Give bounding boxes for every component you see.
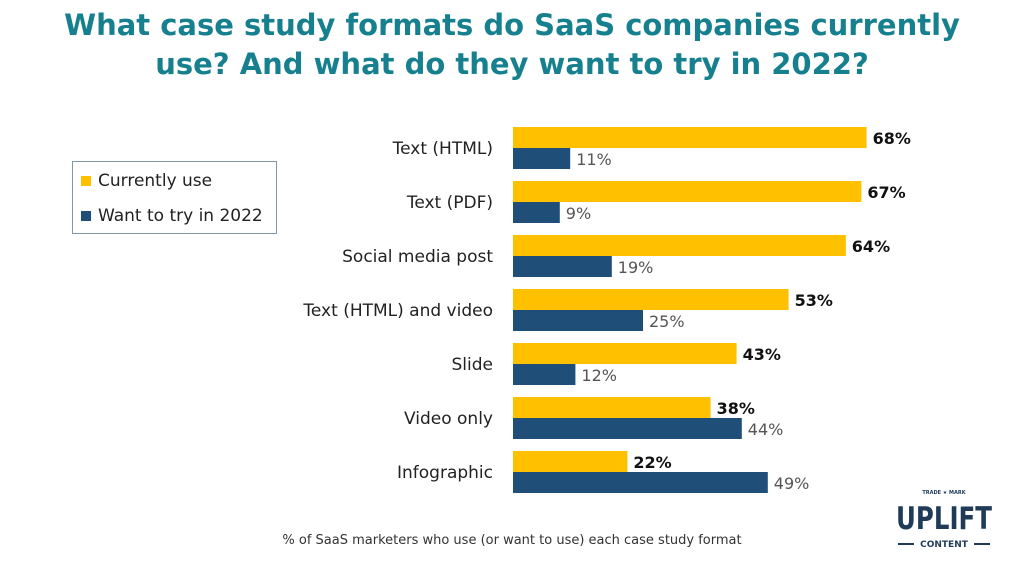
bar-want-to-try-text-html bbox=[513, 148, 571, 169]
chart-legend: Currently use Want to try in 2022 bbox=[72, 161, 277, 234]
category-label-text-html-and-video: Text (HTML) and video bbox=[302, 301, 493, 321]
value-label-currently-use-text-html: 68% bbox=[873, 129, 911, 148]
value-label-currently-use-text-html-and-video: 53% bbox=[795, 291, 833, 310]
category-label-slide: Slide bbox=[452, 355, 494, 375]
logo-sub-text: CONTENT bbox=[920, 540, 969, 550]
category-label-text-html: Text (HTML) bbox=[392, 139, 493, 159]
value-label-want-to-try-text-html-and-video: 25% bbox=[649, 312, 685, 331]
value-label-want-to-try-social-media-post: 19% bbox=[618, 258, 654, 277]
value-label-currently-use-infographic: 22% bbox=[633, 453, 671, 472]
legend-swatch-want-to-try bbox=[81, 211, 91, 221]
value-label-currently-use-video-only: 38% bbox=[717, 399, 755, 418]
category-label-video-only: Video only bbox=[404, 409, 493, 429]
bar-want-to-try-text-html-and-video bbox=[513, 310, 643, 331]
value-label-currently-use-slide: 43% bbox=[743, 345, 781, 364]
bar-want-to-try-slide bbox=[513, 364, 576, 385]
category-label-text-pdf: Text (PDF) bbox=[406, 193, 493, 213]
legend-item-want-to-try: Want to try in 2022 bbox=[81, 205, 263, 227]
bar-currently-use-slide bbox=[513, 343, 737, 364]
chart-title-line-1: What case study formats do SaaS companie… bbox=[64, 8, 960, 42]
bar-currently-use-text-html-and-video bbox=[513, 289, 789, 310]
value-label-currently-use-text-pdf: 67% bbox=[867, 183, 905, 202]
legend-label-currently-use: Currently use bbox=[98, 171, 213, 191]
legend-swatch-currently-use bbox=[81, 176, 91, 186]
value-label-want-to-try-video-only: 44% bbox=[748, 420, 784, 439]
legend-label-want-to-try: Want to try in 2022 bbox=[98, 206, 263, 226]
value-label-currently-use-social-media-post: 64% bbox=[852, 237, 890, 256]
category-label-infographic: Infographic bbox=[397, 463, 493, 483]
value-label-want-to-try-slide: 12% bbox=[581, 366, 617, 385]
bar-currently-use-text-html bbox=[513, 127, 867, 148]
legend-item-currently-use: Currently use bbox=[81, 170, 212, 192]
bar-want-to-try-social-media-post bbox=[513, 256, 612, 277]
logo-trademark-text: TRADE ★ MARK bbox=[922, 490, 966, 496]
category-label-social-media-post: Social media post bbox=[342, 247, 493, 267]
chart-title-line-2: use? And what do they want to try in 202… bbox=[155, 47, 869, 81]
value-label-want-to-try-text-html: 11% bbox=[576, 150, 612, 169]
logo-main-text: UPLIFT bbox=[896, 501, 992, 537]
bar-currently-use-text-pdf bbox=[513, 181, 862, 202]
chart-title: What case study formats do SaaS companie… bbox=[0, 6, 1024, 84]
bar-want-to-try-text-pdf bbox=[513, 202, 560, 223]
bar-currently-use-infographic bbox=[513, 451, 628, 472]
bar-want-to-try-video-only bbox=[513, 418, 742, 439]
chart-footnote: % of SaaS marketers who use (or want to … bbox=[282, 533, 742, 548]
bar-currently-use-social-media-post bbox=[513, 235, 846, 256]
value-label-want-to-try-text-pdf: 9% bbox=[566, 204, 591, 223]
bar-want-to-try-infographic bbox=[513, 472, 768, 493]
value-label-want-to-try-infographic: 49% bbox=[774, 474, 810, 493]
uplift-content-logo: TRADE ★ MARK UPLIFT CONTENT bbox=[896, 490, 992, 550]
bar-currently-use-video-only bbox=[513, 397, 711, 418]
